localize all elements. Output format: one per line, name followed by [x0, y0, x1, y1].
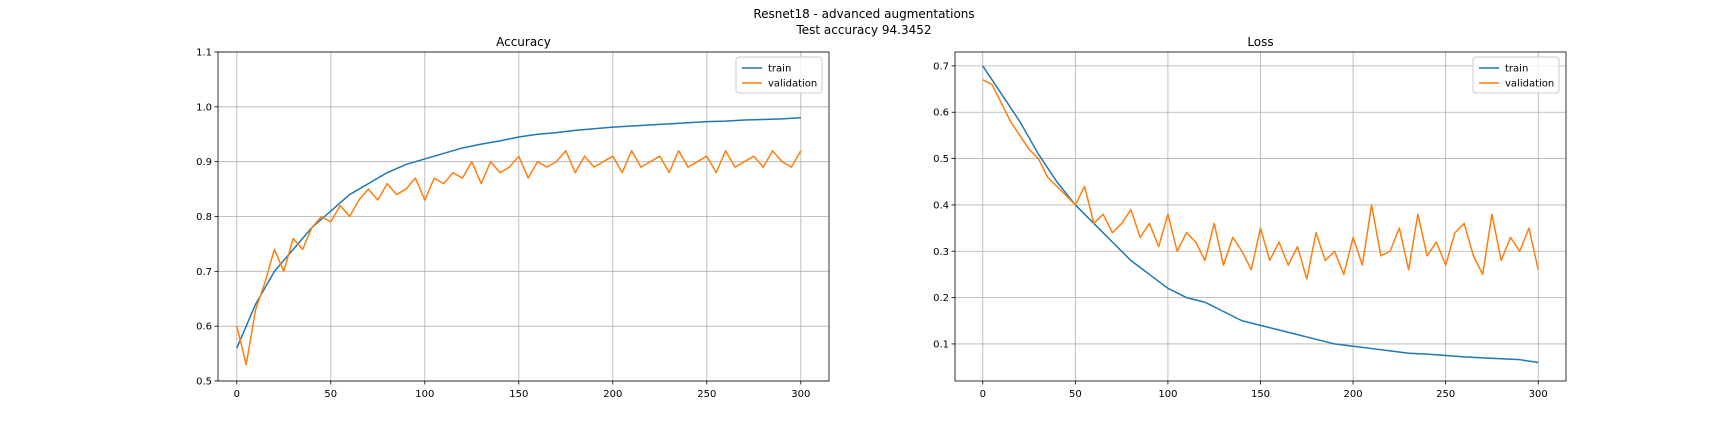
- accuracy-y-tick-label: 0.8: [196, 212, 212, 223]
- accuracy-panel-title: Accuracy: [496, 35, 551, 49]
- accuracy-panel: Accuracy 0 50 100 150 200 250 300 0.5 0.6 0.7 0.8 0…: [196, 35, 830, 400]
- accuracy-x-tick-label: 150: [509, 389, 528, 400]
- accuracy-y-tick-label: 1.1: [196, 48, 212, 59]
- accuracy-y-tick-label: 0.7: [196, 267, 212, 278]
- loss-validation-line: [982, 79, 1539, 280]
- accuracy-y-tick-label: 0.6: [196, 322, 212, 333]
- accuracy-legend-frame: [735, 56, 823, 94]
- accuracy-x-tick-label: 0: [234, 389, 240, 400]
- accuracy-x-tick-label: 250: [697, 389, 716, 400]
- accuracy-x-tick-label: 100: [415, 389, 434, 400]
- accuracy-x-tick-label: 200: [603, 389, 622, 400]
- loss-y-tick-label: 0.3: [933, 247, 949, 258]
- loss-legend-frame: [1472, 56, 1560, 94]
- loss-x-tick-label: 150: [1251, 389, 1270, 400]
- accuracy-validation-line: [236, 149, 802, 366]
- loss-y-tick-label: 0.4: [933, 200, 949, 211]
- accuracy-y-tick-label: 1.0: [196, 102, 212, 113]
- accuracy-y-tick-label: 0.9: [196, 157, 212, 168]
- loss-y-tick-label: 0.1: [933, 339, 949, 350]
- loss-x-tick-label: 100: [1158, 389, 1177, 400]
- accuracy-x-tick-label: 300: [791, 389, 810, 400]
- accuracy-train-line: [236, 117, 801, 349]
- loss-panel-title: Loss: [1247, 35, 1273, 49]
- loss-x-tick-label: 300: [1529, 389, 1548, 400]
- loss-y-tick-label: 0.5: [933, 154, 949, 165]
- loss-x-tick-label: 0: [980, 389, 986, 400]
- loss-legend-label-train: train: [1505, 64, 1528, 75]
- loss-x-tick-label: 50: [1069, 389, 1082, 400]
- accuracy-x-tick-label: 50: [324, 389, 337, 400]
- figure-title-line1: Resnet18 - advanced augmentations: [753, 7, 974, 21]
- accuracy-legend-label-validation: validation: [768, 79, 817, 90]
- accuracy-legend: train validation: [735, 56, 823, 94]
- loss-y-tick-label: 0.6: [933, 108, 949, 119]
- accuracy-legend-label-train: train: [768, 64, 791, 75]
- loss-x-tick-label: 200: [1344, 389, 1363, 400]
- accuracy-y-tick-label: 0.5: [196, 377, 212, 388]
- loss-legend: train validation: [1472, 56, 1560, 94]
- loss-x-tick-label: 250: [1436, 389, 1455, 400]
- loss-y-tick-label: 0.7: [933, 61, 949, 72]
- figure-title-line2: Test accuracy 94.3452: [795, 23, 931, 37]
- loss-legend-label-validation: validation: [1505, 79, 1554, 90]
- loss-panel: Loss 0 50 100 150 200 250 300 0.1 0.2 0.3 0.4 0.5 0.…: [933, 35, 1567, 400]
- loss-y-tick-label: 0.2: [933, 293, 949, 304]
